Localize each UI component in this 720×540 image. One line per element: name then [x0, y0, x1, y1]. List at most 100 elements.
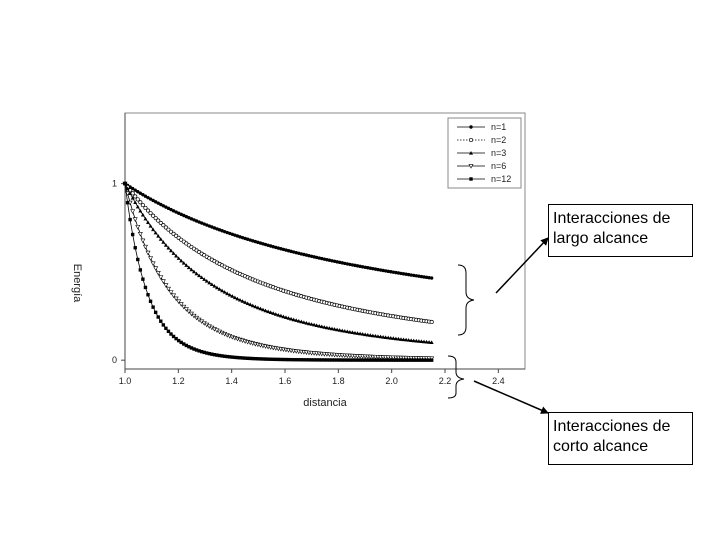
data-point: [355, 358, 360, 362]
data-point: [335, 260, 339, 264]
data-point: [130, 232, 135, 237]
data-point: [169, 248, 173, 253]
data-point: [314, 255, 319, 260]
data-point: [340, 328, 345, 333]
data-point: [153, 230, 158, 235]
data-point: [337, 260, 342, 265]
data-point: [263, 357, 268, 361]
data-point: [148, 224, 153, 228]
data-point: [409, 338, 414, 342]
data-point: [245, 237, 250, 241]
data-point: [192, 218, 196, 222]
data-point: [289, 357, 293, 362]
short-range-line2: corto alcance: [553, 438, 649, 455]
data-point: [135, 224, 141, 230]
x-tick-label: 1.2: [172, 376, 185, 386]
data-point: [133, 200, 138, 205]
data-point: [181, 261, 186, 265]
data-point: [217, 228, 222, 232]
data-point: [140, 238, 146, 244]
data-point: [376, 358, 380, 362]
data-point: [161, 240, 166, 244]
short-range-annotation: Interacciones de corto alcance: [548, 412, 693, 465]
data-point: [427, 275, 431, 280]
data-point: [217, 287, 222, 291]
data-point: [404, 358, 408, 362]
data-point: [279, 357, 283, 362]
data-point: [166, 227, 171, 232]
data-point: [281, 247, 286, 252]
data-point: [230, 355, 235, 359]
data-point: [263, 308, 268, 313]
data-point: [312, 255, 316, 259]
data-point: [284, 248, 288, 252]
x-tick-label: 1.4: [225, 376, 238, 386]
data-point: [297, 251, 301, 255]
data-point: [245, 301, 250, 306]
y-tick-label: 1: [112, 179, 117, 189]
data-point: [291, 357, 296, 362]
data-point: [404, 337, 409, 342]
data-point: [238, 235, 242, 239]
data-point: [179, 340, 183, 345]
data-point: [381, 335, 386, 339]
data-point: [179, 212, 183, 217]
data-point: [140, 212, 145, 217]
data-point: [155, 270, 161, 276]
data-point: [325, 257, 329, 262]
data-point: [422, 275, 426, 279]
data-point: [248, 302, 253, 307]
data-point: [225, 230, 229, 235]
data-point: [215, 353, 219, 357]
data-point: [330, 326, 334, 331]
data-point: [291, 250, 296, 254]
data-point: [429, 319, 434, 325]
data-point: [286, 249, 291, 253]
data-point: [376, 334, 380, 338]
data-point: [163, 225, 168, 230]
data-point: [332, 358, 337, 362]
data-point: [294, 318, 299, 322]
data-point: [427, 340, 432, 344]
data-point: [383, 358, 388, 362]
data-point: [222, 290, 227, 294]
data-point: [368, 333, 373, 337]
data-point: [345, 358, 350, 362]
data-point: [266, 357, 270, 361]
legend-label: n=3: [491, 148, 506, 158]
data-point: [173, 296, 179, 302]
data-point: [414, 274, 419, 278]
data-point: [422, 358, 426, 362]
data-point: [215, 227, 219, 231]
brace-short-range: [447, 355, 465, 399]
data-point: [143, 205, 148, 210]
data-point: [304, 253, 309, 257]
data-point: [165, 286, 171, 292]
data-point: [355, 264, 360, 268]
data-point: [289, 316, 294, 321]
data-point: [176, 211, 181, 215]
data-point: [268, 244, 273, 248]
data-point: [243, 236, 247, 241]
data-point: [143, 285, 148, 290]
data-point: [174, 336, 178, 341]
data-point: [166, 206, 171, 211]
data-point: [399, 358, 403, 362]
data-point: [345, 262, 350, 266]
data-point: [212, 226, 217, 230]
data-point: [210, 352, 214, 356]
data-point: [138, 208, 143, 213]
data-point: [332, 327, 337, 331]
data-point: [133, 188, 137, 192]
data-point: [204, 279, 209, 283]
data-point: [412, 273, 416, 278]
data-point: [322, 358, 327, 362]
data-point: [271, 244, 275, 249]
data-point: [135, 197, 140, 202]
data-point: [350, 263, 355, 267]
data-point: [381, 358, 385, 362]
data-point: [271, 311, 276, 315]
data-point: [199, 275, 204, 280]
x-tick-label: 2.2: [439, 376, 452, 386]
x-tick-label: 1.0: [119, 376, 132, 386]
